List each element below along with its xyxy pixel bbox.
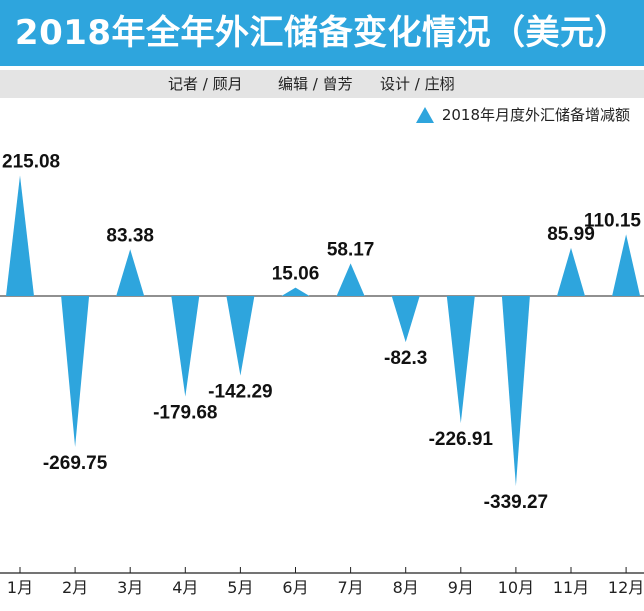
credit-reporter: 记者 / 顾月 [168, 75, 243, 93]
month-label: 12月 [608, 578, 644, 597]
month-label: 9月 [448, 578, 474, 597]
month-label: 3月 [117, 578, 143, 597]
value-label: -179.68 [153, 403, 217, 424]
value-label: 58.17 [327, 239, 375, 260]
month-label: 11月 [553, 578, 589, 597]
data-triangle [6, 175, 34, 296]
legend-label: 2018年月度外汇储备增减额 [441, 106, 630, 124]
month-label: 7月 [338, 578, 364, 597]
data-triangle [61, 296, 90, 448]
month-label: 10月 [498, 578, 534, 597]
data-triangle [226, 296, 255, 376]
data-triangle [557, 247, 585, 296]
credits-bar: 记者 / 顾月 编辑 / 曾芳 设计 / 庄栩 [0, 70, 644, 98]
data-triangle [501, 296, 530, 486]
legend: 2018年月度外汇储备增减额 [415, 104, 630, 125]
month-label: 8月 [393, 578, 419, 597]
data-triangle [171, 296, 200, 397]
value-label: -82.3 [384, 348, 427, 369]
month-label: 2月 [62, 578, 88, 597]
month-label: 4月 [172, 578, 198, 597]
title-banner: 2018年全年外汇储备变化情况（美元） [0, 0, 644, 66]
data-triangle [391, 296, 420, 343]
value-label: 215.08 [2, 152, 60, 173]
chart-title: 2018年全年外汇储备变化情况（美元） [14, 13, 630, 53]
value-label: -269.75 [43, 453, 108, 474]
value-label: -142.29 [208, 382, 272, 403]
month-label: 5月 [227, 578, 253, 597]
data-triangle [281, 287, 310, 296]
value-label: 110.15 [584, 210, 641, 231]
month-label: 1月 [7, 578, 33, 597]
legend-triangle-icon [415, 106, 434, 123]
credit-editor: 编辑 / 曾芳 [278, 75, 353, 93]
data-triangle [446, 296, 475, 424]
month-label: 6月 [282, 578, 308, 597]
credit-designer: 设计 / 庄栩 [380, 75, 455, 93]
value-label: 85.99 [547, 224, 595, 245]
data-triangle [116, 249, 145, 296]
value-label: -339.27 [484, 492, 548, 513]
data-triangle [612, 234, 641, 296]
value-label: -226.91 [429, 429, 494, 450]
value-label: 15.06 [272, 264, 320, 285]
value-label: 83.38 [106, 225, 154, 246]
data-triangle [336, 263, 365, 296]
